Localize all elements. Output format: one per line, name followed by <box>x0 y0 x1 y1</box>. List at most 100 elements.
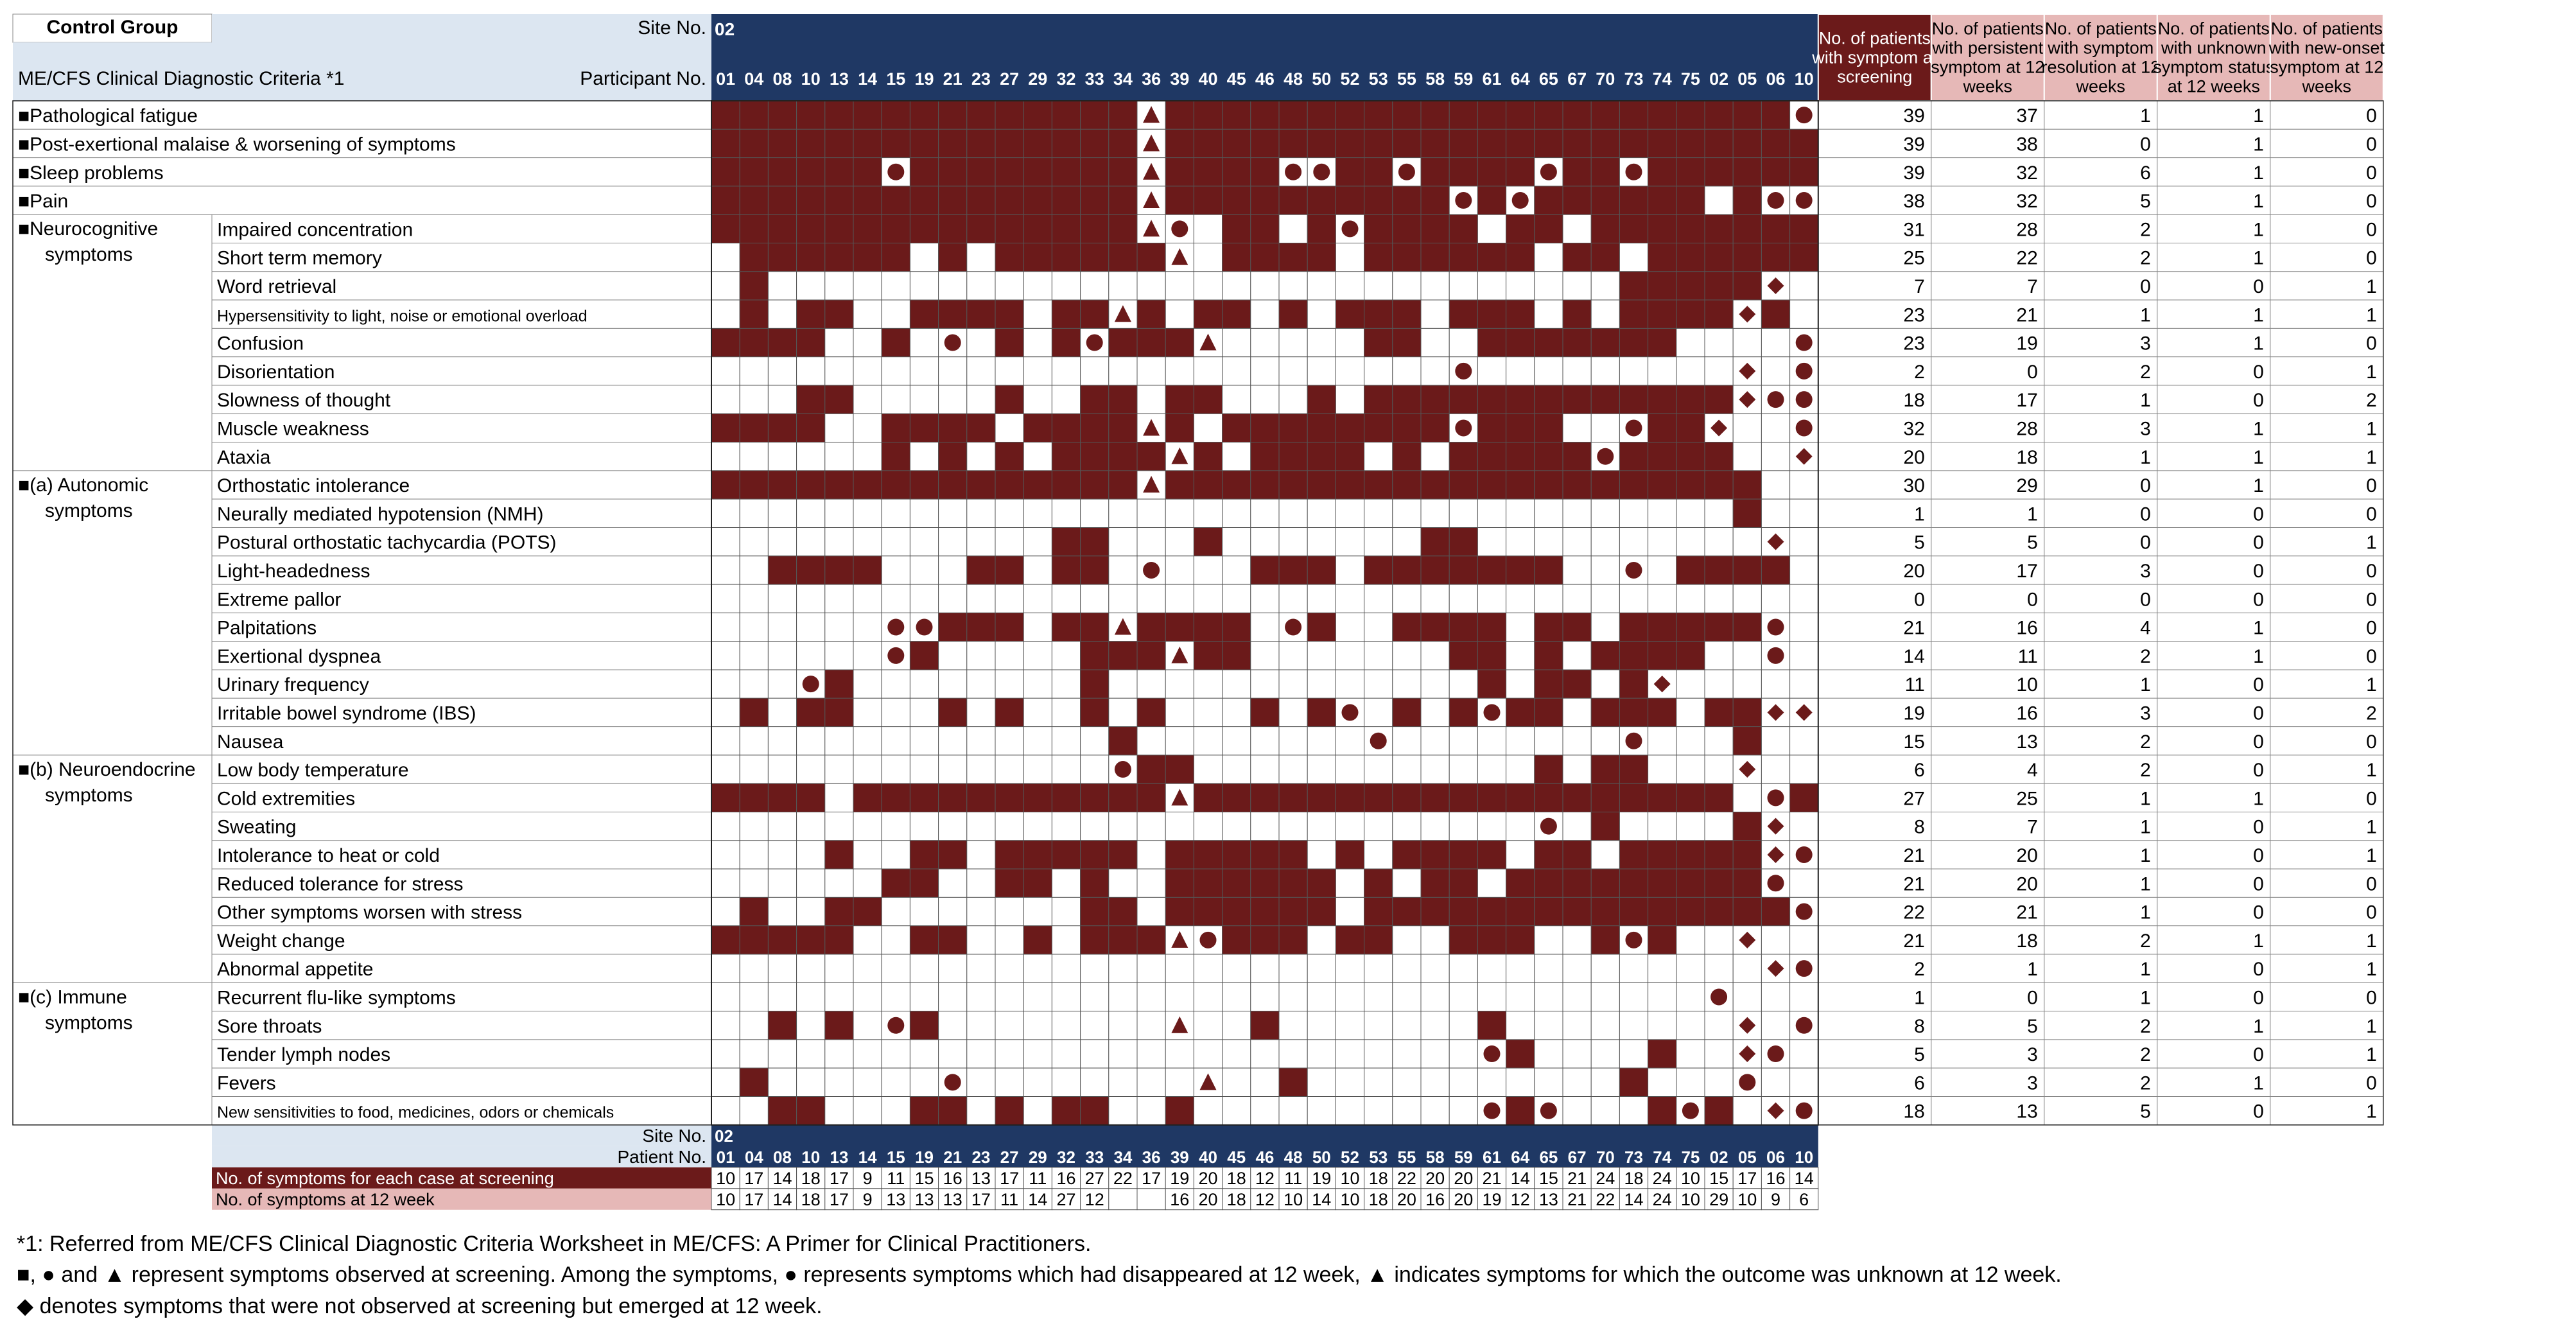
symptom-cell <box>1619 527 1649 557</box>
group-label: ■Pathological fatigue <box>18 105 198 127</box>
summary-header-text: screening <box>1837 67 1912 87</box>
symptom-cell <box>1080 868 1110 898</box>
week12-count: 13 <box>1539 1190 1558 1209</box>
symptom-cell <box>1477 157 1507 187</box>
symptom-cell <box>1449 1011 1478 1040</box>
summary-count-cell <box>2157 840 2271 869</box>
participant-number: 10 <box>801 69 821 89</box>
symptom-cell <box>1392 271 1422 301</box>
symptom-cell <box>1789 243 1819 272</box>
symptom-cell <box>1136 669 1166 699</box>
symptom-cell <box>739 982 769 1012</box>
symptom-cell <box>1420 186 1450 215</box>
symptom-cell <box>1619 243 1649 272</box>
resolved-symptom-circle <box>944 334 961 351</box>
resolved-symptom-circle <box>1143 561 1160 579</box>
symptom-cell <box>1108 186 1138 215</box>
symptom-cell <box>1562 328 1592 358</box>
symptom-cell <box>1080 128 1110 159</box>
symptom-cell <box>853 925 882 955</box>
symptom-cell <box>1108 214 1138 244</box>
symptom-cell <box>1307 442 1336 471</box>
symptom-cell <box>1165 527 1194 557</box>
week12-count: 18 <box>1369 1190 1388 1209</box>
symptom-cell <box>796 697 826 728</box>
symptom-cell <box>1307 812 1336 841</box>
symptom-cell <box>1449 527 1478 557</box>
summary-count-cell <box>1931 755 2045 784</box>
symptom-cell <box>1080 442 1110 471</box>
symptom-cell <box>1250 584 1280 613</box>
symptom-label-cell <box>211 1096 712 1126</box>
screening-count-cell <box>1676 1167 1705 1189</box>
resolved-symptom-circle <box>1483 1102 1501 1119</box>
summary-count-cell <box>2270 982 2384 1012</box>
symptom-cell <box>1732 470 1762 500</box>
symptom-cell <box>1619 783 1649 812</box>
symptom-cell <box>796 271 826 301</box>
symptom-cell <box>1449 128 1478 159</box>
resolved-symptom-circle <box>802 676 819 693</box>
summary-count: 20 <box>2016 873 2037 895</box>
bottom-patient-number: 75 <box>1681 1148 1700 1167</box>
bottom-patient-number: 39 <box>1171 1148 1189 1167</box>
summary-count: 0 <box>2140 475 2151 496</box>
symptom-cell <box>1449 498 1478 529</box>
symptom-cell <box>853 527 882 557</box>
screening-count: 18 <box>1369 1169 1388 1188</box>
summary-count: 0 <box>2366 902 2377 923</box>
symptom-cell <box>1392 1011 1422 1040</box>
symptom-cell <box>881 527 910 557</box>
symptom-cell <box>1193 271 1223 301</box>
symptom-cell <box>909 1011 939 1040</box>
resolved-symptom-circle <box>1795 1017 1813 1034</box>
symptom-cell <box>1590 527 1620 557</box>
symptom-cell <box>1278 840 1308 869</box>
symptom-cell <box>909 356 939 386</box>
summary-count-cell <box>2044 726 2158 756</box>
symptom-cell <box>1392 896 1422 927</box>
symptom-cell <box>1193 385 1223 414</box>
symptom-cell <box>938 868 968 898</box>
symptom-cell <box>1449 641 1478 670</box>
symptom-cell <box>881 555 910 585</box>
summary-count-cell <box>2157 128 2271 159</box>
summary-count: 5 <box>1914 1044 1925 1065</box>
symptom-cell <box>1307 186 1336 215</box>
symptom-cell <box>1165 812 1194 841</box>
symptom-cell <box>853 954 882 983</box>
bottom-patient-number: 10 <box>801 1148 820 1167</box>
symptom-cell <box>1080 356 1110 386</box>
symptom-cell <box>1250 925 1280 955</box>
symptom-cell <box>995 755 1024 784</box>
symptom-cell <box>1449 868 1478 898</box>
symptom-cell <box>853 1067 882 1097</box>
symptom-cell <box>995 243 1024 272</box>
symptom-cell <box>1676 498 1705 529</box>
symptom-cell <box>1307 925 1336 955</box>
symptom-cell <box>1648 755 1677 784</box>
symptom-cell <box>909 442 939 471</box>
summary-header-text: with new-onset <box>2268 39 2385 58</box>
symptom-cell <box>995 697 1024 728</box>
resolved-symptom-circle <box>1540 1102 1557 1119</box>
screening-count: 17 <box>744 1169 763 1188</box>
resolved-symptom-circle <box>1086 334 1103 351</box>
symptom-cell <box>711 470 740 500</box>
symptom-cell <box>938 128 968 159</box>
bottom-patient-number: 19 <box>915 1148 934 1167</box>
resolved-symptom-circle <box>1540 163 1557 180</box>
resolved-symptom-circle <box>1767 1045 1784 1063</box>
symptom-cell <box>881 726 910 756</box>
symptom-cell <box>881 470 910 500</box>
symptom-cell <box>1562 555 1592 585</box>
summary-count: 3 <box>2027 1072 2038 1094</box>
symptom-cell <box>1023 755 1052 784</box>
screening-count: 21 <box>1567 1169 1587 1188</box>
symptom-cell <box>1051 413 1081 443</box>
unknown-outcome-triangle <box>1143 220 1160 237</box>
summary-count-cell <box>2044 755 2158 784</box>
participant-number: 21 <box>943 69 962 89</box>
symptom-cell <box>853 385 882 414</box>
symptom-cell <box>824 641 854 670</box>
